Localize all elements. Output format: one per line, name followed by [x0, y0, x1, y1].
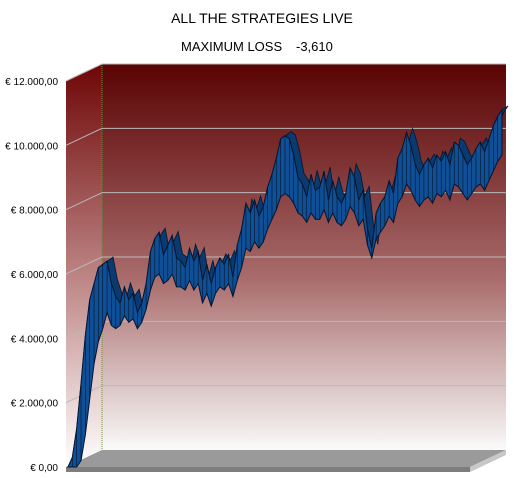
gridline-side [65, 127, 103, 146]
series-layer [67, 105, 509, 469]
chart-floor-front [66, 467, 470, 472]
y-tick-label: € 2.000,00 [11, 399, 59, 410]
y-axis-ticks: € 0,00 € 2.000,00 € 4.000,00 € 6.000,00 € 8.… [5, 77, 58, 474]
gridline-side [65, 256, 103, 275]
chart-title: ALL THE STRATEGIES LIVE [171, 10, 353, 26]
y-tick-label: € 0,00 [30, 463, 58, 474]
y-tick-label: € 4.000,00 [11, 334, 59, 345]
y-tick-label: € 6.000,00 [11, 270, 59, 281]
gridline-side [65, 192, 103, 211]
y-tick-label: € 12.000,00 [5, 77, 58, 88]
gridline-side [65, 63, 103, 82]
chart-floor-edge [470, 450, 506, 472]
y-tick-label: € 10.000,00 [5, 141, 58, 152]
gridlines [65, 63, 506, 404]
chart-subtitle-value: -3,610 [296, 39, 333, 54]
y-tick-label: € 8.000,00 [11, 206, 59, 217]
chart-floor [66, 450, 506, 467]
chart-subtitle-label: MAXIMUM LOSS [181, 39, 282, 54]
